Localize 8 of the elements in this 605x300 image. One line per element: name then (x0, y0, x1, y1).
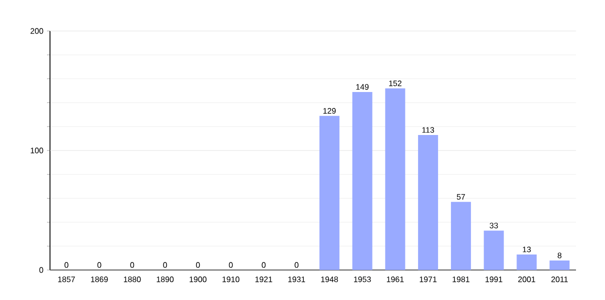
bar (319, 116, 340, 270)
bar (418, 134, 438, 270)
bar (352, 92, 372, 270)
bar (550, 260, 570, 270)
bar (450, 202, 471, 270)
bar (385, 88, 406, 270)
bar (484, 230, 504, 270)
bar (516, 254, 537, 270)
